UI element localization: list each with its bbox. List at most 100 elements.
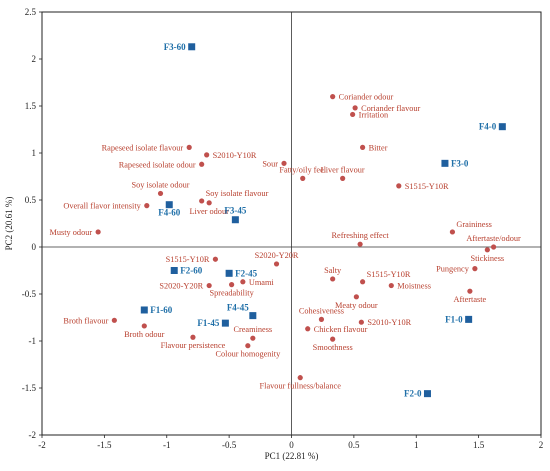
- attribute-marker: [141, 323, 147, 329]
- sample-label: F4-45: [227, 303, 249, 313]
- attribute-marker: [229, 282, 235, 288]
- sample-marker: [170, 267, 178, 274]
- sample-marker: [423, 390, 431, 398]
- attribute-marker: [95, 229, 101, 235]
- y-tick-label: 1.5: [25, 101, 37, 111]
- attribute-label: Meaty odour: [335, 301, 378, 310]
- attribute-marker: [357, 241, 363, 247]
- x-tick-label: -1.5: [97, 440, 112, 450]
- attribute-marker: [206, 282, 212, 289]
- attribute-label: S2010-Y10R: [213, 151, 257, 160]
- sample-label: F2-45: [235, 268, 257, 278]
- y-tick-label: -1: [29, 336, 37, 346]
- y-tick-label: -0.5: [22, 289, 37, 299]
- attribute-label: Overall flavor intensity: [63, 202, 141, 211]
- y-tick-label: 2: [32, 54, 37, 64]
- attribute-label: Soy isolate odour: [131, 180, 189, 189]
- attribute-marker: [240, 279, 246, 285]
- x-tick-label: -2: [38, 440, 46, 450]
- attribute-marker: [472, 266, 478, 272]
- attribute-label: Graininess: [456, 220, 492, 229]
- attribute-marker: [190, 334, 196, 340]
- attribute-label: Smoothness: [313, 343, 353, 352]
- attribute-label: S1515-Y10R: [405, 182, 449, 191]
- y-axis-ticks: 2.5 2 1.5 1 0.5 0 -0.5 -1 -1.5 -2: [22, 7, 42, 440]
- x-tick-label: 1.5: [473, 440, 485, 450]
- attribute-label: Sour: [262, 159, 278, 168]
- y-tick-label: 0: [32, 242, 37, 252]
- sample-marker: [231, 216, 239, 224]
- attribute-marker: [305, 326, 311, 332]
- x-axis-title: PC1 (22.81 %): [265, 451, 319, 461]
- attribute-label: Fatty/oily feel: [279, 165, 326, 174]
- attribute-marker: [360, 144, 366, 150]
- attribute-marker: [490, 244, 497, 250]
- attribute-label: Chicken flavour: [314, 325, 368, 334]
- attribute-marker: [250, 335, 256, 341]
- sample-marker: [249, 312, 257, 320]
- attribute-marker: [388, 282, 394, 289]
- attribute-label: Moistness: [397, 282, 431, 291]
- attribute-label: Bitter: [369, 143, 388, 152]
- sample-marker: [165, 201, 173, 209]
- attribute-marker: [273, 261, 280, 267]
- attribute-marker: [330, 94, 336, 100]
- attribute-marker: [186, 144, 192, 150]
- attribute-label: Aftertaste: [454, 295, 487, 304]
- attribute-marker: [157, 190, 164, 197]
- attribute-label: Soy isolate flavour: [206, 189, 269, 198]
- y-axis-title: PC2 (20.61 %): [4, 197, 14, 251]
- attribute-label: Flavour fullness/balance: [260, 382, 342, 391]
- attribute-label: Rapeseed isolate odour: [119, 160, 196, 169]
- attribute-marker: [449, 229, 456, 235]
- sample-label: F1-0: [445, 314, 463, 324]
- attribute-label: S1515-Y10R: [166, 255, 210, 264]
- attribute-marker: [245, 343, 251, 349]
- sample-marker: [221, 319, 229, 327]
- attribute-label: Broth odour: [124, 330, 165, 339]
- x-tick-label: 2: [539, 440, 544, 450]
- attribute-label: Aftertaste/odour: [466, 234, 521, 243]
- attribute-label: Pungency: [436, 265, 470, 274]
- sample-label: F4-60: [158, 208, 180, 218]
- attribute-label: S2020-Y20R: [255, 251, 299, 260]
- attribute-label: Rapeseed isolate flavour: [102, 143, 184, 152]
- attribute-marker: [330, 276, 336, 282]
- attribute-label: S2020-Y20R: [159, 282, 203, 291]
- x-axis-ticks: -2 -1.5 -1 -0.5 0 0.5 1 1.5 2: [38, 435, 543, 450]
- attribute-label: Colour homogenity: [215, 350, 281, 359]
- attribute-marker: [350, 111, 356, 118]
- sample-label: F3-60: [164, 42, 186, 52]
- sample-label: F2-0: [404, 389, 422, 399]
- attribute-label: S2010-Y10R: [367, 318, 411, 327]
- attribute-marker: [396, 183, 402, 189]
- attribute-label: Flavour persistence: [161, 341, 226, 350]
- attribute-marker: [340, 175, 346, 181]
- x-tick-label: 0: [289, 440, 294, 450]
- sample-marker: [441, 159, 449, 167]
- attribute-marker: [204, 152, 210, 158]
- sample-marker: [465, 315, 473, 323]
- y-tick-label: 0.5: [25, 195, 37, 205]
- sample-label: F4-0: [479, 122, 497, 132]
- attribute-label: Creaminess: [233, 325, 272, 334]
- y-tick-label: 2.5: [25, 7, 37, 17]
- attribute-marker: [206, 200, 212, 206]
- attribute-marker: [300, 175, 306, 181]
- attribute-label: Umami: [249, 278, 275, 287]
- attribute-label: Refreshing effect: [332, 231, 390, 240]
- attribute-label: Broth flavour: [63, 316, 108, 325]
- sample-label: F1-45: [197, 318, 219, 328]
- attribute-label: Coriander flavour: [361, 104, 420, 113]
- sample-marker: [225, 269, 233, 277]
- attribute-label: Spreadability: [209, 289, 254, 298]
- data-points-layer: Coriander odour Coriander flavourIrritati…: [49, 42, 521, 399]
- x-tick-label: -1: [163, 440, 171, 450]
- attribute-marker: [199, 198, 205, 204]
- attribute-label: Stickiness: [471, 254, 505, 263]
- attribute-label: Salty: [324, 266, 342, 275]
- attribute-marker: [353, 294, 359, 300]
- sample-marker: [140, 306, 148, 314]
